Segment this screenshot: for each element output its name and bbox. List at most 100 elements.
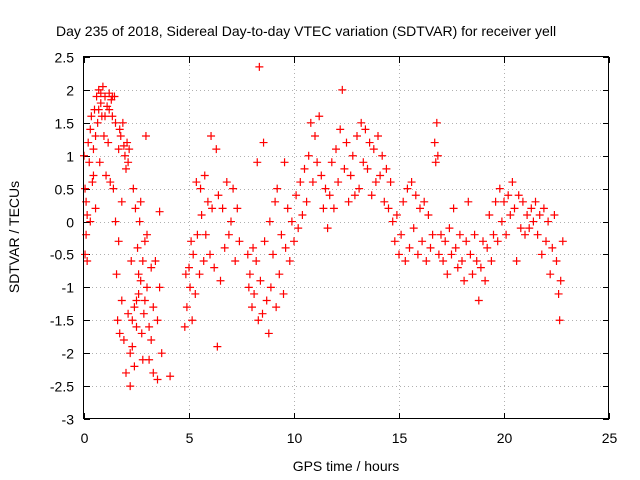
data-point — [91, 131, 100, 140]
data-point — [558, 237, 567, 246]
data-point — [108, 112, 117, 121]
data-point — [133, 243, 142, 252]
data-point — [285, 257, 294, 266]
data-point — [395, 250, 403, 259]
data-point — [264, 329, 273, 338]
data-point — [94, 105, 103, 114]
data-point — [254, 316, 263, 325]
data-point — [135, 217, 144, 226]
data-point — [145, 355, 154, 364]
data-point — [83, 210, 92, 219]
data-point — [138, 257, 147, 266]
data-point — [208, 204, 217, 213]
data-point — [403, 184, 412, 193]
y-tick-label: -3 — [62, 412, 75, 428]
data-point — [462, 237, 471, 246]
data-point — [210, 263, 219, 272]
data-point — [523, 210, 532, 219]
data-point — [388, 217, 397, 226]
data-point — [88, 178, 97, 187]
data-point — [292, 191, 301, 200]
data-point — [126, 382, 135, 391]
data-point — [460, 276, 469, 285]
data-point — [122, 368, 130, 377]
data-point — [105, 105, 114, 114]
data-point — [275, 270, 284, 279]
data-point — [145, 322, 154, 331]
data-point — [518, 197, 527, 206]
data-point — [139, 309, 148, 318]
data-point — [336, 125, 345, 134]
data-point — [472, 257, 481, 266]
data-point — [104, 138, 113, 147]
data-point — [281, 243, 290, 252]
data-point — [464, 197, 473, 206]
x-axis-label: GPS time / hours — [293, 458, 400, 474]
data-point — [466, 250, 475, 259]
data-point — [279, 289, 288, 298]
data-point — [213, 342, 222, 351]
x-tick-label: 20 — [497, 430, 513, 446]
data-point — [443, 270, 452, 279]
data-point — [437, 230, 445, 239]
data-point — [118, 118, 127, 127]
data-point — [411, 191, 420, 200]
data-point — [506, 210, 515, 219]
data-point — [458, 257, 466, 266]
data-point — [151, 257, 160, 266]
data-point — [96, 89, 105, 98]
data-point — [546, 270, 555, 279]
data-point — [500, 197, 508, 206]
data-point — [453, 263, 462, 272]
data-point — [416, 204, 424, 213]
data-point — [455, 230, 464, 239]
data-point — [420, 197, 429, 206]
data-point — [401, 257, 410, 266]
data-point — [231, 257, 240, 266]
data-point — [98, 82, 107, 91]
y-axis-label: SDTVAR / TECUs — [6, 181, 22, 293]
data-point — [342, 138, 351, 147]
data-point — [111, 217, 120, 226]
data-point — [187, 237, 196, 246]
data-point — [89, 145, 98, 154]
data-point — [529, 217, 538, 226]
y-tick-label: -0.5 — [50, 247, 74, 263]
data-point — [363, 164, 372, 173]
data-point — [181, 270, 190, 279]
data-point — [340, 164, 349, 173]
y-tick-label: -1.5 — [50, 313, 74, 329]
data-point — [390, 237, 399, 246]
data-point — [405, 243, 414, 252]
data-point — [111, 118, 120, 127]
data-point — [365, 138, 374, 147]
data-point — [287, 217, 296, 226]
data-point — [120, 151, 129, 160]
data-point — [334, 178, 343, 187]
data-point — [353, 131, 361, 140]
data-point — [338, 85, 347, 94]
data-point — [114, 145, 123, 154]
data-point — [516, 224, 525, 233]
data-point — [101, 92, 109, 101]
data-point — [311, 131, 319, 140]
data-point — [357, 118, 366, 127]
data-point — [140, 296, 149, 305]
data-point — [252, 257, 261, 266]
data-point — [106, 178, 115, 187]
data-point — [550, 210, 559, 219]
data-point — [137, 329, 146, 338]
data-point — [186, 283, 195, 292]
data-point — [485, 210, 494, 219]
y-tick-label: -2 — [62, 346, 75, 362]
y-tick-label: 2 — [66, 83, 74, 99]
data-point — [269, 250, 277, 259]
data-point — [153, 316, 162, 325]
x-tick-label: 15 — [392, 430, 408, 446]
data-point — [294, 224, 303, 233]
data-point — [119, 141, 128, 150]
data-point — [359, 158, 368, 167]
data-point — [114, 237, 123, 246]
data-point — [474, 296, 483, 305]
y-tick-labels: -3 -2.5 -2 -1.5 -1 -0.5 0 0.5 1 1.5 2 2.5 — [50, 50, 74, 428]
